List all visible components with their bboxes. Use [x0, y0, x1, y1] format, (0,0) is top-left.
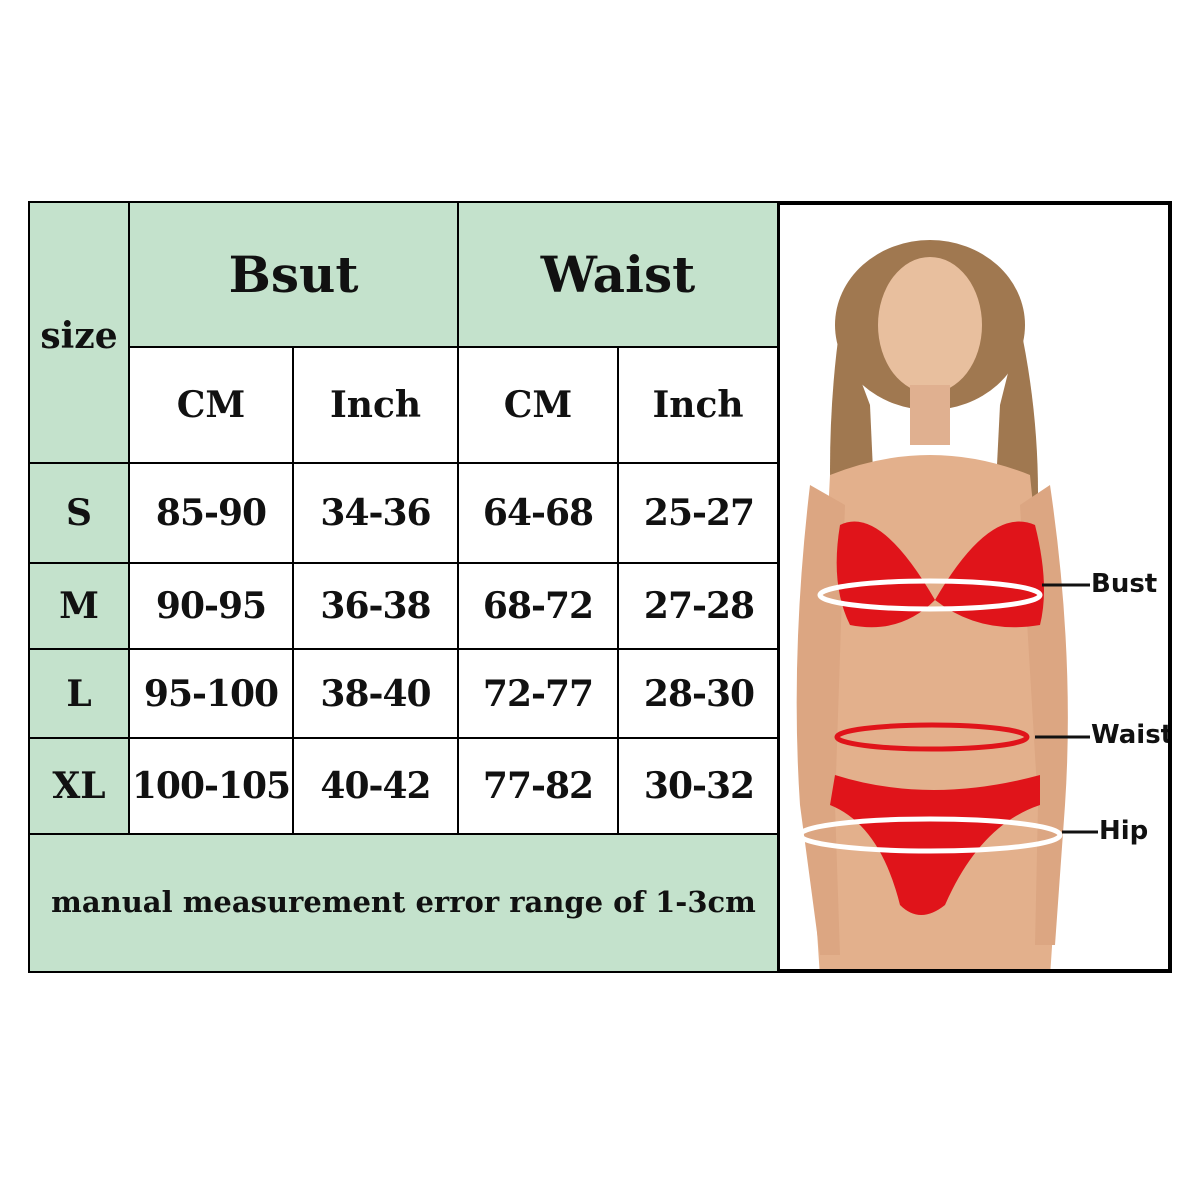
measurement-cell: 40-42 [292, 737, 459, 835]
measurement-cell: 27-28 [617, 562, 781, 650]
measurement-cell: 77-82 [457, 737, 619, 835]
measurement-cell: 38-40 [292, 648, 459, 739]
model-photo: Bust Waist Hip [777, 201, 1172, 973]
measurement-cell: 100-105 [128, 737, 294, 835]
size-label: M [28, 562, 130, 650]
model-illustration [796, 240, 1098, 969]
size-label: XL [28, 737, 130, 835]
measurement-cell: 85-90 [128, 462, 294, 564]
waist-label: Waist [1091, 720, 1172, 750]
measurement-cell: 64-68 [457, 462, 619, 564]
size-header: size [28, 201, 130, 464]
measurement-cell: 25-27 [617, 462, 781, 564]
measurement-cell: 95-100 [128, 648, 294, 739]
unit-header: Inch [617, 346, 779, 464]
measurement-cell: 34-36 [292, 462, 459, 564]
size-label: S [28, 462, 130, 564]
measurement-cell: 36-38 [292, 562, 459, 650]
unit-header: Inch [292, 346, 459, 464]
measurement-note: manual measurement error range of 1-3cm [28, 831, 779, 973]
measurement-cell: 28-30 [617, 648, 781, 739]
measurement-cell: 30-32 [617, 737, 781, 835]
measurement-cell: 68-72 [457, 562, 619, 650]
hip-label: Hip [1099, 816, 1149, 846]
waist-header: Waist [457, 201, 779, 348]
measurement-cell: 90-95 [128, 562, 294, 650]
measurement-cell: 72-77 [457, 648, 619, 739]
size-label: L [28, 648, 130, 739]
unit-header: CM [457, 346, 619, 464]
bust-header: Bsut [128, 201, 459, 348]
unit-header: CM [128, 346, 294, 464]
bust-label: Bust [1091, 569, 1158, 599]
